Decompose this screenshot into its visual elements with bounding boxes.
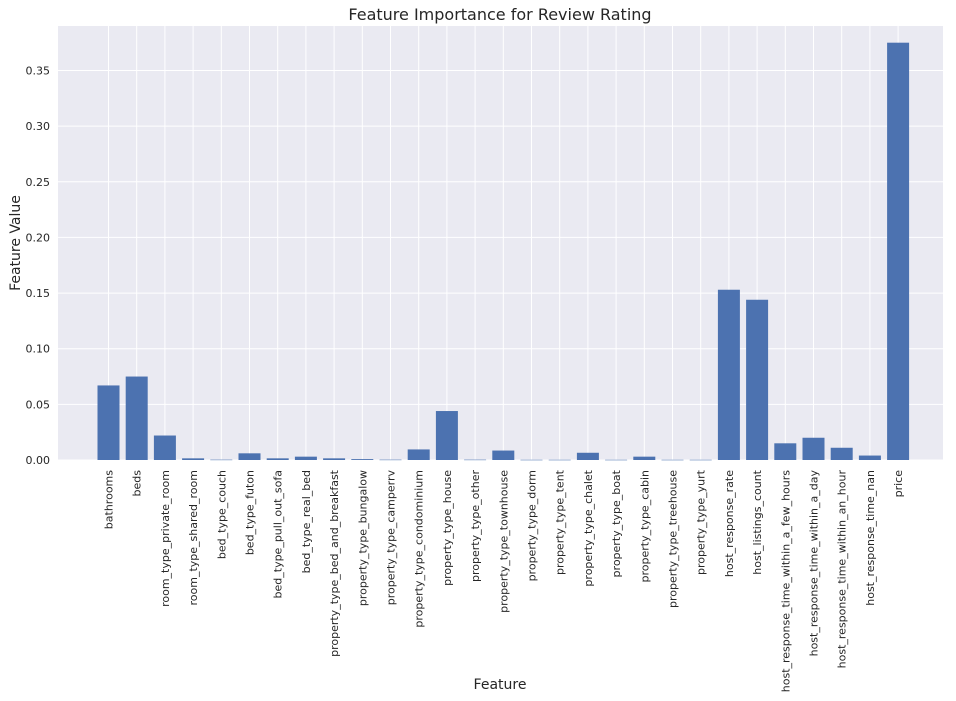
x-tick-label: property_type_other	[469, 470, 482, 582]
plot-background	[58, 26, 943, 460]
y-tick-label: 0.05	[26, 398, 51, 411]
x-tick-label: beds	[131, 470, 144, 497]
y-tick-label: 0.30	[26, 120, 51, 133]
x-axis-label: Feature	[474, 677, 527, 693]
x-tick-label: property_type_tent	[554, 469, 567, 575]
x-tick-label: property_type_boat	[610, 469, 623, 577]
x-tick-label: property_type_dorm	[526, 470, 539, 581]
bars-group	[97, 42, 910, 461]
bar-property-type-treehouse	[661, 459, 684, 461]
bar-room-type-shared-room	[182, 458, 205, 460]
bar-property-type-chalet	[576, 452, 599, 460]
bar-property-type-boat	[605, 459, 628, 461]
y-tick-label: 0.15	[26, 287, 51, 300]
x-tick-label: host_response_rate	[723, 470, 736, 577]
horizontal-gridlines	[58, 70, 943, 461]
bar-host-response-time-within-a-day	[802, 437, 825, 460]
bar-bed-type-couch	[210, 459, 233, 461]
x-tick-label: property_type_condominium	[413, 470, 426, 628]
bar-property-type-condominium	[407, 449, 430, 460]
bar-bed-type-real-bed	[294, 456, 317, 460]
x-tick-label: price	[892, 470, 905, 498]
chart-title: Feature Importance for Review Rating	[348, 5, 651, 24]
x-tick-label: host_listings_count	[751, 469, 764, 574]
x-tick-label: host_response_time_nan	[864, 470, 877, 606]
bar-bed-type-pull-out-sofa	[266, 458, 289, 460]
bar-host-response-time-within-a-few-hours	[774, 443, 797, 460]
x-tick-label: bed_type_futon	[244, 470, 257, 555]
x-tick-label: property_type_bed_and_breakfast	[328, 469, 341, 657]
bar-property-type-other	[464, 459, 487, 461]
x-tick-label: property_type_cabin	[638, 470, 651, 582]
bar-host-response-rate	[717, 289, 740, 460]
x-tick-label: bathrooms	[103, 470, 116, 529]
x-tick-label: property_type_camperrv	[385, 470, 398, 606]
y-axis-label: Feature Value	[8, 195, 24, 291]
x-tick-labels: bathrooms beds room_type_private_room room_…	[103, 469, 906, 692]
y-tick-labels: 0.00 0.05 0.10 0.15 0.20 0.25 0.30 0.35	[26, 65, 51, 467]
bar-property-type-townhouse	[492, 450, 515, 460]
y-tick-label: 0.00	[26, 454, 51, 467]
x-tick-label: bed_type_couch	[215, 470, 228, 559]
y-tick-label: 0.10	[26, 343, 51, 356]
bar-property-type-camperrv	[379, 459, 402, 461]
x-tick-label: property_type_yurt	[695, 469, 708, 575]
x-tick-label: host_response_time_within_a_few_hours	[779, 470, 792, 692]
x-tick-label: property_type_chalet	[582, 469, 595, 586]
bar-host-response-time-nan	[858, 455, 881, 460]
x-tick-label: property_type_house	[441, 470, 454, 586]
bar-property-type-dorm	[520, 459, 543, 461]
y-tick-label: 0.35	[26, 65, 51, 78]
bar-bathrooms	[97, 385, 120, 460]
x-tick-label: property_type_townhouse	[497, 470, 510, 613]
bar-host-listings-count	[746, 299, 769, 460]
y-tick-label: 0.25	[26, 176, 51, 189]
bar-beds	[125, 376, 148, 460]
bar-property-type-house	[435, 411, 458, 460]
x-tick-label: bed_type_real_bed	[300, 470, 313, 573]
x-tick-label: host_response_time_within_a_day	[808, 470, 821, 657]
bar-price	[887, 42, 910, 460]
vertical-gridlines	[108, 26, 899, 460]
bar-property-type-bungalow	[351, 459, 374, 460]
y-tick-label: 0.20	[26, 231, 51, 244]
bar-property-type-tent	[548, 459, 571, 461]
bar-property-type-bed-and-breakfast	[323, 458, 346, 460]
x-tick-label: room_type_shared_room	[187, 470, 200, 605]
bar-room-type-private-room	[153, 435, 176, 460]
x-tick-label: property_type_bungalow	[356, 470, 369, 606]
x-tick-label: room_type_private_room	[159, 470, 172, 607]
bar-host-response-time-within-an-hour	[830, 447, 853, 460]
x-tick-label: bed_type_pull_out_sofa	[272, 470, 285, 598]
bar-bed-type-futon	[238, 453, 261, 460]
bar-property-type-yurt	[689, 459, 712, 461]
x-tick-label: host_response_time_within_an_hour	[836, 470, 849, 669]
bar-property-type-cabin	[633, 456, 656, 460]
x-tick-label: property_type_treehouse	[667, 470, 680, 608]
